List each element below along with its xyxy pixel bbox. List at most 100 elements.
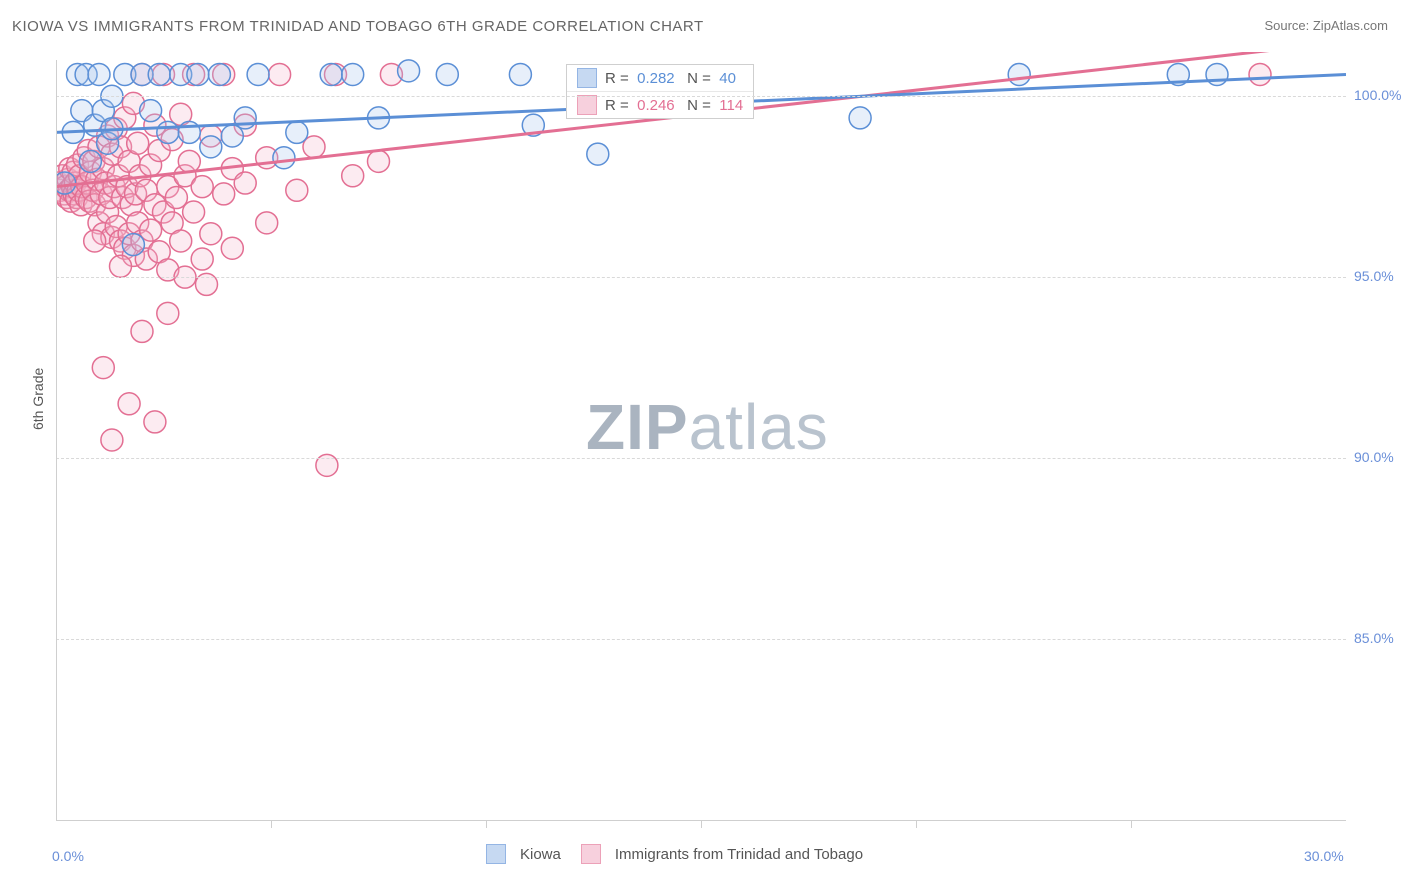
data-point (131, 63, 153, 85)
data-point (103, 176, 125, 198)
x-tick (701, 820, 702, 828)
data-point (82, 179, 104, 201)
data-point (191, 248, 213, 270)
gridline (56, 458, 1346, 459)
data-point (94, 172, 116, 194)
data-point (587, 143, 609, 165)
data-point (58, 179, 80, 201)
source-link[interactable]: ZipAtlas.com (1313, 18, 1388, 33)
data-point (54, 176, 76, 198)
data-point (157, 121, 179, 143)
data-point (114, 63, 136, 85)
data-point (170, 63, 192, 85)
series-legend: KiowaImmigrants from Trinidad and Tobago (466, 844, 863, 864)
correlation-legend: R = 0.282 N = 40 R = 0.246 N = 114 (566, 64, 754, 119)
legend-swatch (581, 844, 601, 864)
data-point (101, 143, 123, 165)
legend-row: R = 0.282 N = 40 (567, 65, 753, 91)
data-point (56, 187, 78, 209)
data-point (178, 150, 200, 172)
data-point (105, 118, 127, 140)
data-point (131, 230, 153, 252)
data-point (213, 183, 235, 205)
data-point (208, 63, 230, 85)
data-point (92, 223, 114, 245)
data-point (303, 136, 325, 158)
data-point (170, 230, 192, 252)
data-point (71, 100, 93, 122)
data-point (60, 190, 82, 212)
data-point (127, 132, 149, 154)
data-point (120, 194, 142, 216)
source-prefix: Source: (1264, 18, 1312, 33)
data-point (200, 223, 222, 245)
data-point (97, 125, 119, 147)
data-point (63, 183, 85, 205)
data-point (129, 165, 151, 187)
data-point (110, 255, 132, 277)
legend-row: R = 0.246 N = 114 (567, 91, 753, 118)
data-point (144, 114, 166, 136)
x-tick-label: 30.0% (1304, 848, 1344, 864)
data-point (112, 187, 134, 209)
legend-label: Kiowa (520, 846, 561, 863)
y-tick-label: 95.0% (1354, 268, 1394, 284)
data-point (88, 212, 110, 234)
data-point (1008, 63, 1030, 85)
data-point (269, 63, 291, 85)
legend-text: R = 0.246 N = 114 (605, 97, 743, 114)
data-point (122, 234, 144, 256)
source-credit: Source: ZipAtlas.com (1264, 18, 1388, 33)
data-point (66, 187, 88, 209)
legend-swatch (577, 95, 597, 115)
data-point (135, 248, 157, 270)
data-point (114, 237, 136, 259)
data-point (165, 187, 187, 209)
data-point (191, 176, 213, 198)
x-tick (486, 820, 487, 828)
data-point (57, 168, 79, 190)
data-point (325, 63, 347, 85)
y-axis (56, 60, 57, 820)
data-point (200, 136, 222, 158)
legend-swatch (486, 844, 506, 864)
data-point (234, 107, 256, 129)
data-point (148, 139, 170, 161)
data-point (51, 165, 73, 187)
data-point (178, 121, 200, 143)
data-point (849, 107, 871, 129)
y-tick-label: 90.0% (1354, 449, 1394, 465)
data-point (77, 139, 99, 161)
data-point (187, 63, 209, 85)
data-point (88, 63, 110, 85)
data-point (114, 107, 136, 129)
scatter-plot (0, 0, 1406, 892)
data-point (110, 230, 132, 252)
data-point (49, 179, 71, 201)
data-point (221, 158, 243, 180)
watermark: ZIPatlas (586, 390, 829, 464)
data-point (107, 165, 129, 187)
data-point (76, 172, 98, 194)
data-point (69, 165, 91, 187)
gridline (56, 277, 1346, 278)
x-tick (271, 820, 272, 828)
data-point (286, 121, 308, 143)
data-point (170, 103, 192, 125)
data-point (84, 194, 106, 216)
data-point (97, 201, 119, 223)
data-point (110, 136, 132, 158)
data-point (101, 118, 123, 140)
data-point (101, 226, 123, 248)
data-point (88, 136, 110, 158)
data-point (62, 161, 84, 183)
data-point (398, 60, 420, 82)
legend-swatch (577, 68, 597, 88)
data-point (144, 194, 166, 216)
data-point (234, 114, 256, 136)
data-point (116, 176, 138, 198)
data-point (92, 158, 114, 180)
data-point (256, 147, 278, 169)
data-point (200, 125, 222, 147)
data-point (131, 320, 153, 342)
